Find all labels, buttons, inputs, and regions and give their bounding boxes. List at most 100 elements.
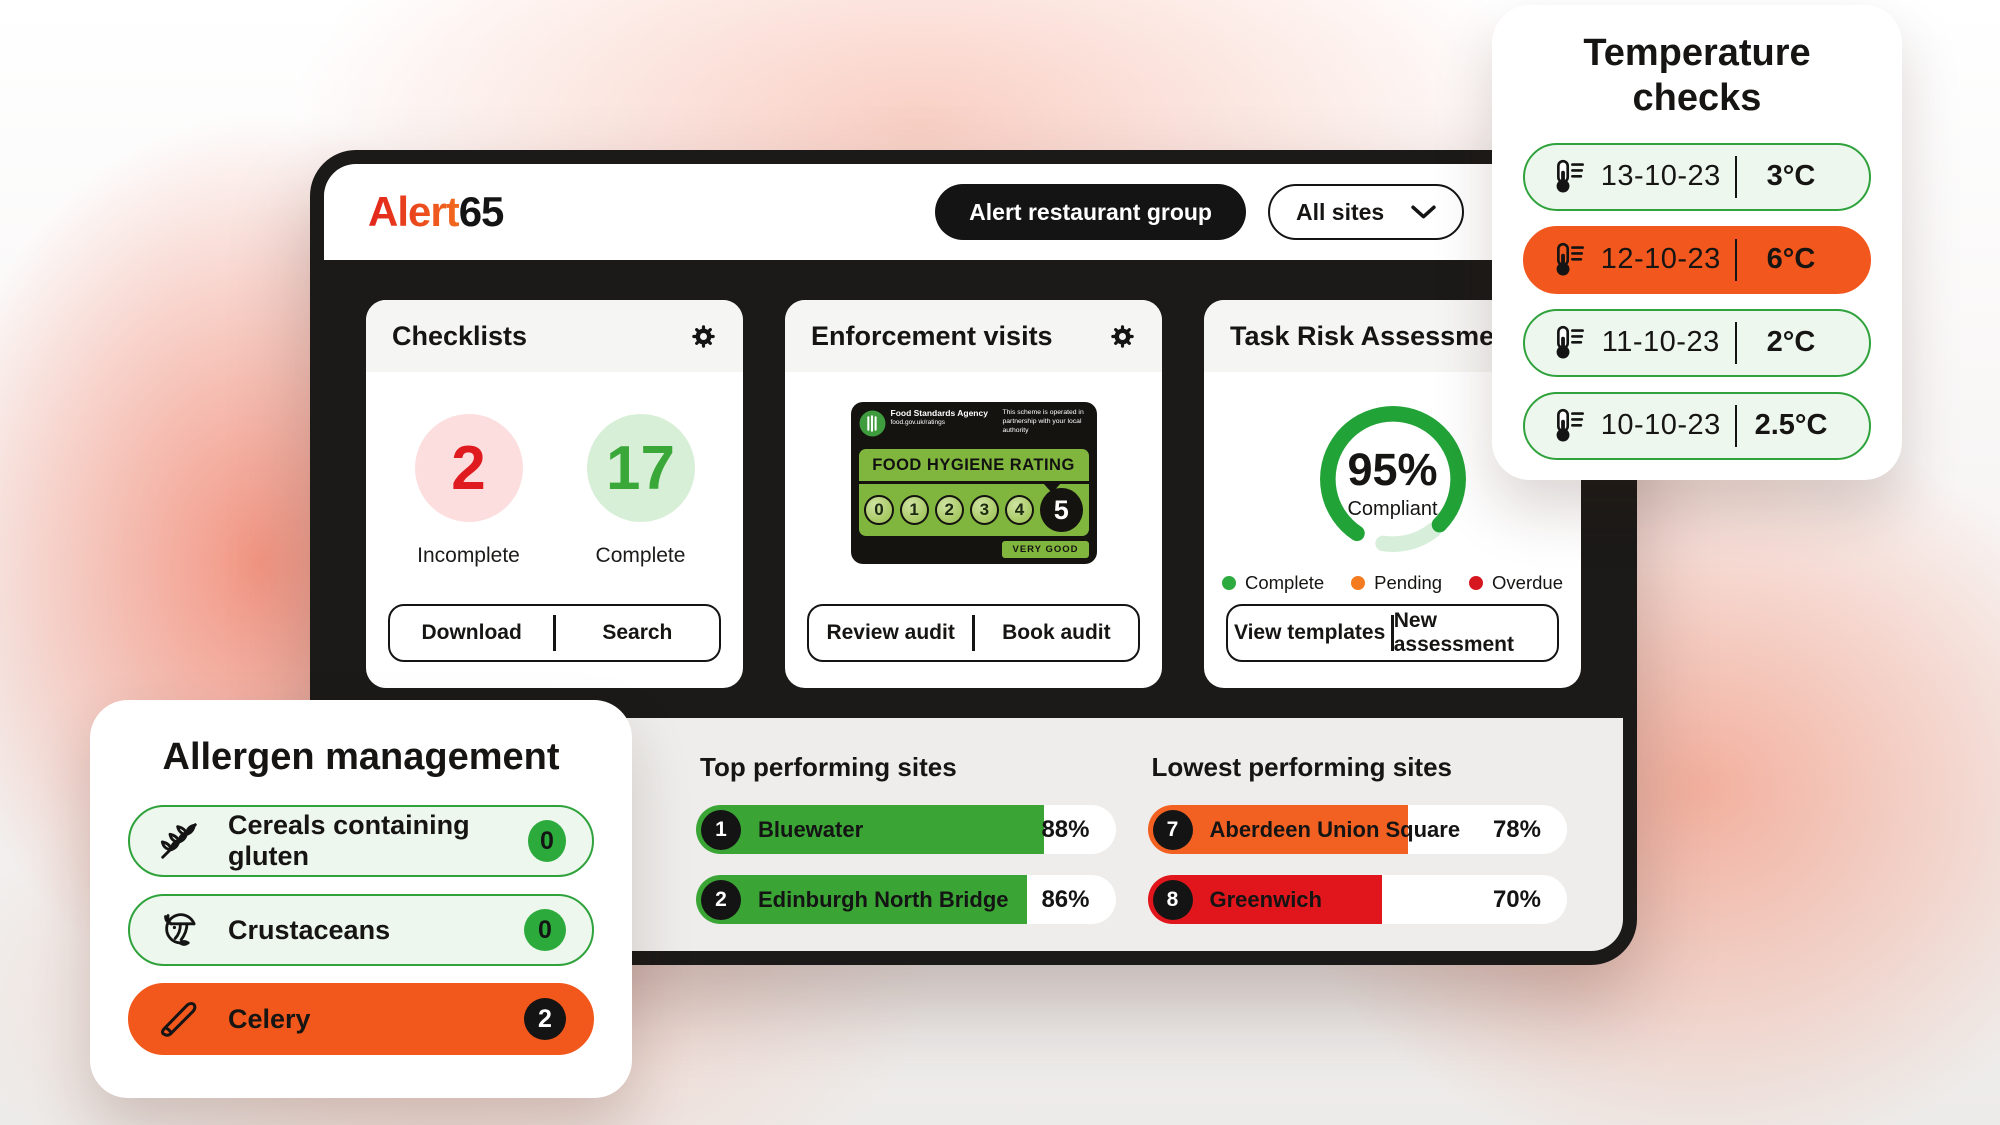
row-divider	[1734, 155, 1737, 198]
temperature-row[interactable]: 11-10-23 2°C	[1523, 308, 1871, 377]
gauge-label: Compliant	[1347, 497, 1438, 520]
site-bar-greenwich[interactable]: 8 Greenwich 70%	[1147, 875, 1567, 924]
search-button[interactable]: Search	[602, 621, 673, 644]
complete-stat: 17 Complete	[586, 414, 695, 568]
legend-complete: Complete	[1222, 572, 1324, 594]
temperature-date: 12-10-23	[1600, 243, 1721, 276]
button-divider	[972, 615, 975, 651]
complete-dot	[1222, 576, 1236, 590]
food-hygiene-rating-sign: Food Standards Agency food.gov.uk/rating…	[850, 402, 1097, 564]
temperature-row[interactable]: 13-10-23 3°C	[1523, 142, 1871, 211]
legend-overdue: Overdue	[1469, 572, 1563, 594]
allergen-label: Crustaceans	[228, 914, 391, 945]
download-button[interactable]: Download	[421, 621, 522, 644]
site-score: 86%	[1041, 885, 1090, 913]
fsa-rating-scale: 0 1 2 3 4 5	[859, 484, 1089, 536]
temperature-value: 2°C	[1766, 326, 1816, 359]
gauge-value: 95%	[1347, 443, 1438, 495]
temperature-value: 3°C	[1766, 160, 1816, 193]
celery-icon	[161, 1002, 197, 1037]
risk-card-body: 95% Compliant Complete Pending	[1204, 372, 1581, 688]
rating-2: 2	[934, 495, 964, 525]
allergen-label: Cereals containing gluten	[228, 810, 470, 871]
review-audit-button[interactable]: Review audit	[826, 621, 955, 644]
fsa-url: food.gov.uk/ratings	[890, 418, 945, 426]
gear-icon[interactable]	[1109, 323, 1136, 350]
thermometer-icon	[1556, 408, 1584, 442]
temperature-date: 10-10-23	[1600, 409, 1721, 442]
fsa-verdict-badge: VERY GOOD	[1002, 540, 1089, 558]
allergen-count-badge: 0	[527, 820, 566, 862]
enforcement-actions: Review audit Book audit	[807, 604, 1140, 662]
allergen-count-badge: 0	[524, 909, 566, 951]
restaurant-group-button[interactable]: Alert restaurant group	[935, 184, 1246, 240]
enforcement-title: Enforcement visits	[811, 320, 1053, 351]
lowest-performing-column: Lowest performing sites 7 Aberdeen Union…	[1147, 748, 1567, 951]
site-name: Aberdeen Union Square	[1209, 816, 1461, 842]
wheat-icon	[160, 823, 197, 859]
site-bar-aberdeen[interactable]: 7 Aberdeen Union Square 78%	[1147, 805, 1567, 854]
complete-count: 17	[586, 414, 695, 522]
rank-badge: 2	[701, 879, 741, 920]
gear-icon[interactable]	[690, 323, 717, 350]
site-bar-edinburgh[interactable]: 2 Edinburgh North Bridge 86%	[696, 875, 1116, 924]
checklists-card-body: 2 Incomplete 17 Complete Download Search	[366, 372, 743, 688]
chevron-down-icon	[1411, 205, 1436, 218]
site-score: 88%	[1041, 815, 1090, 843]
gauge-arc	[1319, 406, 1466, 552]
allergen-management-panel: Allergen management Cereals containing g…	[90, 700, 632, 1098]
logo-text-65: 65	[458, 188, 505, 235]
thermometer-icon	[1556, 159, 1584, 193]
thermometer-icon	[1556, 242, 1584, 276]
checklists-actions: Download Search	[388, 604, 721, 662]
allergen-panel-title: Allergen management	[162, 736, 560, 778]
fsa-logo-icon	[859, 410, 885, 437]
fsa-rating-panel: FOOD HYGIENE RATING 0 1 2 3 4 5	[858, 449, 1089, 536]
temperature-row[interactable]: 10-10-23 2.5°C	[1523, 391, 1871, 460]
row-divider	[1734, 321, 1737, 364]
legend-overdue-label: Overdue	[1492, 572, 1563, 593]
view-templates-button[interactable]: View templates	[1233, 621, 1386, 644]
checklists-title: Checklists	[392, 320, 528, 351]
site-bar-bluewater[interactable]: 1 Bluewater 88%	[696, 805, 1116, 854]
fsa-pointer-triangle	[1042, 483, 1061, 493]
lowest-performing-heading: Lowest performing sites	[1151, 752, 1453, 782]
top-performing-column: Top performing sites 1 Bluewater 88% 2 E…	[696, 748, 1116, 951]
allergen-count-badge: 2	[524, 998, 566, 1040]
site-name: Greenwich	[1209, 886, 1322, 912]
overdue-dot	[1469, 576, 1484, 590]
status-legend: Complete Pending Overdue	[1222, 572, 1563, 594]
rating-0: 0	[864, 495, 894, 525]
incomplete-stat: 2 Incomplete	[414, 414, 523, 568]
complete-label: Complete	[595, 544, 686, 567]
compliance-gauge: 95% Compliant	[1305, 394, 1481, 564]
fsa-heading: FOOD HYGIENE RATING	[858, 449, 1089, 484]
sites-dropdown-value: All sites	[1296, 198, 1385, 225]
allergen-row-celery[interactable]: Celery 2	[128, 983, 594, 1055]
site-name: Edinburgh North Bridge	[758, 886, 1009, 912]
incomplete-count: 2	[414, 414, 523, 522]
book-audit-button[interactable]: Book audit	[1002, 621, 1111, 644]
legend-pending-label: Pending	[1374, 572, 1443, 593]
rank-badge: 1	[701, 809, 741, 850]
temperature-row[interactable]: 12-10-23 6°C	[1523, 225, 1871, 294]
temperature-panel-title: Temperature checks	[1583, 32, 1811, 119]
fsa-agency-name: Food Standards Agency food.gov.uk/rating…	[890, 408, 988, 426]
sites-dropdown[interactable]: All sites	[1268, 184, 1464, 240]
allergen-row-crustaceans[interactable]: Crustaceans 0	[128, 894, 594, 966]
pending-dot	[1351, 576, 1366, 590]
legend-complete-label: Complete	[1245, 572, 1325, 593]
checklists-card: Checklists 2 Incomplete 17 Complete Down…	[366, 300, 743, 688]
button-divider	[1391, 615, 1394, 651]
thermometer-icon	[1556, 325, 1584, 359]
new-assessment-button[interactable]: New assessment	[1393, 609, 1514, 656]
temperature-value: 2.5°C	[1754, 409, 1828, 442]
temperature-checks-panel: Temperature checks 13-10-23 3°C 12-10-23…	[1492, 5, 1902, 480]
bar-fill	[696, 875, 1028, 924]
alert65-logo: Alert65	[368, 188, 505, 236]
risk-title: Task Risk Assessment	[1230, 320, 1520, 351]
temperature-date: 13-10-23	[1600, 160, 1721, 193]
allergen-row-gluten[interactable]: Cereals containing gluten 0	[128, 805, 594, 877]
rating-5-selected: 5	[1040, 488, 1083, 532]
legend-pending: Pending	[1351, 572, 1442, 594]
